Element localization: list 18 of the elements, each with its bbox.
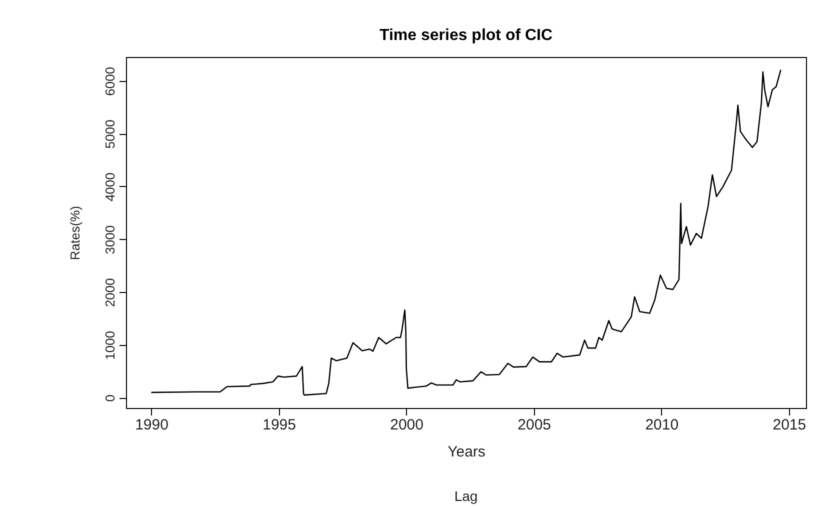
x-tick-label: 1995 — [262, 416, 296, 434]
x-tick-label: 1990 — [135, 416, 168, 434]
y-tick-label: 4000 — [102, 172, 118, 202]
chart-title: Time series plot of CIC — [379, 27, 553, 44]
text: Lag — [453, 488, 479, 504]
y-tick-label: 0 — [102, 394, 118, 402]
x-tick-label: 2010 — [645, 416, 679, 434]
x-tick-label: 2005 — [518, 416, 552, 434]
y-tick-label: 5000 — [102, 120, 118, 149]
y-axis-title: Rates(%) — [68, 206, 82, 260]
line-series — [150, 69, 782, 396]
y-tick-label: 1000 — [102, 330, 118, 360]
x-axis-title: Years — [448, 444, 486, 460]
y-tick-label: 6000 — [102, 66, 118, 96]
y-tick-label: 3000 — [102, 225, 118, 254]
x-tick-label: 2015 — [772, 416, 806, 434]
y-tick-label: 2000 — [102, 278, 118, 308]
x-tick-label: 2000 — [390, 416, 424, 434]
